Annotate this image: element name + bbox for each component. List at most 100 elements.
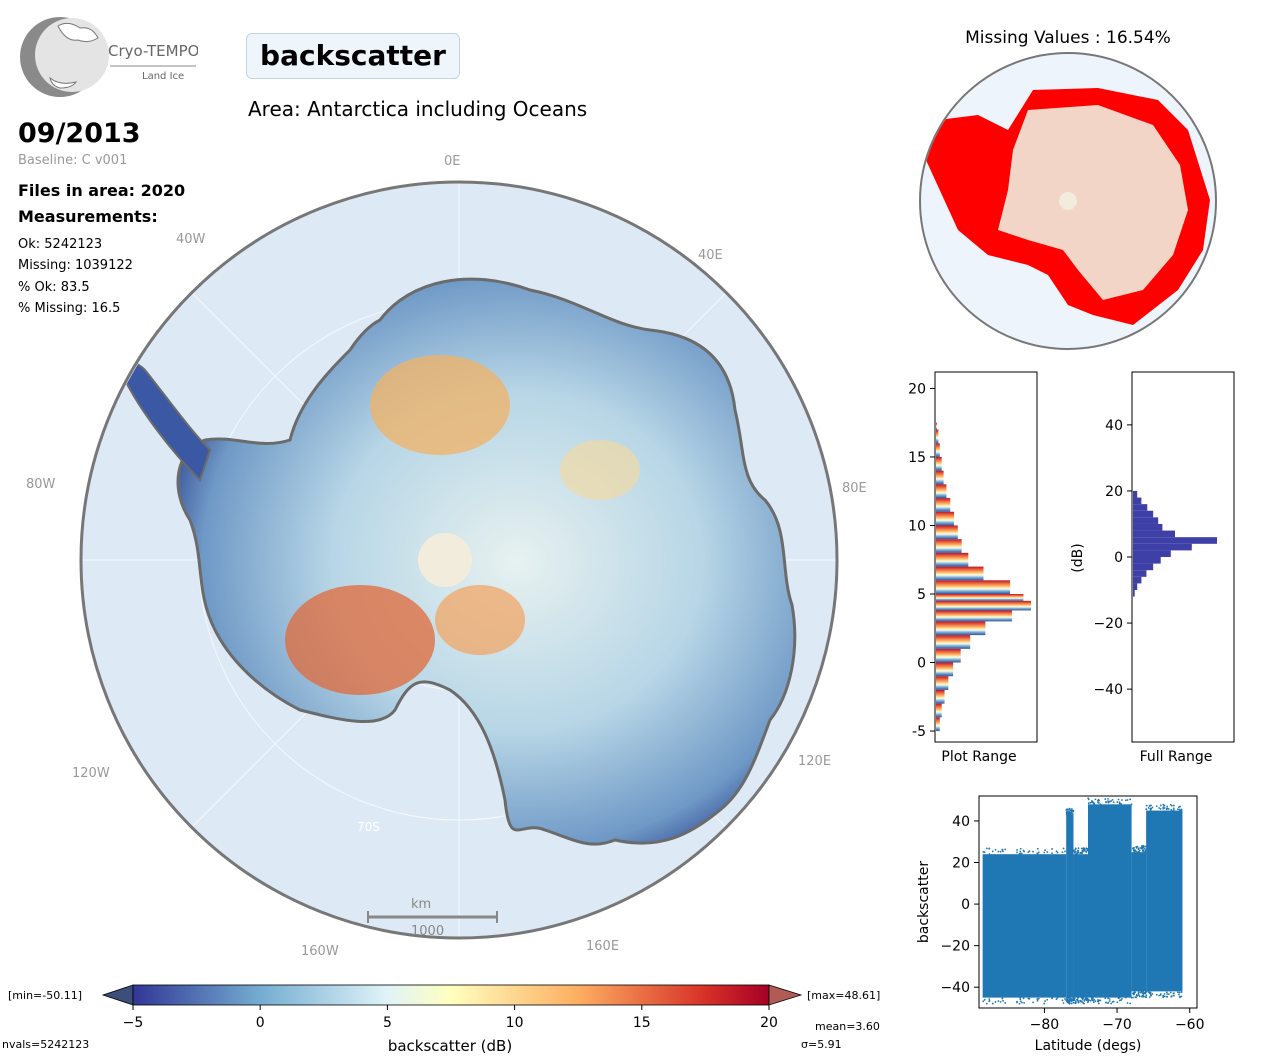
logo-title: Cryo-TEMPO (108, 42, 198, 60)
scatter-point (1148, 996, 1151, 999)
scatter-point (1133, 991, 1136, 994)
full-range-bar (1133, 590, 1135, 597)
lon-label-120e: 120E (798, 754, 831, 769)
scatter-point (1124, 799, 1127, 802)
scatter-point (982, 851, 985, 853)
scatter-point-cloud (982, 854, 1067, 998)
colorbar-nvals: nvals=5242123 (2, 1038, 89, 1051)
scatter-point (1080, 1000, 1083, 1003)
scatter-point (1124, 996, 1127, 999)
scatter-point (1107, 800, 1109, 802)
scatter-point (1163, 993, 1166, 995)
scatter-point (994, 1001, 997, 1003)
lon-label-80e: 80E (842, 481, 867, 496)
scatter-point (1107, 798, 1109, 800)
scatter-point (1121, 799, 1123, 801)
full-range-bar (1133, 563, 1154, 571)
stat-missing: Missing: 1039122 (18, 258, 133, 273)
scatter-point (1094, 1000, 1097, 1003)
scatter-point-cloud (1146, 810, 1183, 992)
scatter-point (1055, 850, 1058, 853)
scatter-point (1082, 1002, 1085, 1004)
plot-range-tick-label: 15 (908, 450, 926, 466)
plot-range-bar (936, 511, 955, 526)
full-range-tick-label: −20 (1093, 616, 1123, 632)
scatter-point (1180, 808, 1183, 811)
scatter-point (1162, 995, 1165, 997)
scatter-point (1016, 1000, 1018, 1003)
colorbar-min-extend (101, 984, 134, 1006)
scatter-point (1137, 992, 1140, 995)
scatter-point (1170, 804, 1173, 807)
scatter-point (1136, 994, 1139, 997)
scatter-point (1142, 846, 1145, 848)
plot-range-bar (936, 594, 1024, 601)
scatter-point (1081, 998, 1084, 1001)
scatter-point (1126, 1002, 1129, 1004)
scatter-point (1179, 805, 1181, 808)
scatter-point (1108, 1000, 1111, 1002)
scatter-point (1083, 999, 1086, 1002)
full-range-bar (1133, 543, 1192, 551)
scatter-point (1172, 809, 1175, 811)
scatter-point (1148, 804, 1151, 807)
full-range-bar (1133, 504, 1148, 511)
main-map: 0E 40E 80E 120E 160E 160W 120W 80W 40W 7… (26, 154, 867, 959)
scatter-point (1018, 1002, 1021, 1005)
baseline-label: Baseline: C v001 (18, 153, 128, 168)
scatter-point (1162, 803, 1165, 806)
full-range-tick-label: 20 (1105, 484, 1123, 500)
colorbar-tick-label: 10 (506, 1015, 524, 1031)
scatter-point (1019, 1000, 1022, 1003)
scatter-point (1085, 851, 1088, 853)
scatter-point (1043, 1002, 1046, 1005)
scatter-point (1019, 847, 1022, 850)
scatter-point (1150, 994, 1153, 997)
scatter-point (1159, 804, 1162, 807)
plot-range-bar (936, 689, 945, 704)
scatter-point (999, 850, 1002, 853)
scatter-point (1136, 845, 1139, 848)
scatter-point (1046, 851, 1049, 853)
full-range-tick-label: −40 (1093, 682, 1123, 698)
scatter-point (1074, 1001, 1077, 1004)
scatter-point (1172, 804, 1175, 807)
scatter-point (985, 847, 988, 850)
scatter-point (1167, 993, 1170, 996)
plot-range-bar (936, 498, 951, 512)
date-label: 09/2013 (18, 118, 141, 149)
scatter-point (983, 998, 986, 1001)
plot-range-histogram: -5 0 5 10 15 20 Plot Range (908, 371, 1038, 765)
scatter-point (1111, 799, 1114, 801)
scatter-point (1056, 996, 1059, 999)
scatter-point (1072, 849, 1075, 852)
scatter-point (1032, 1001, 1034, 1004)
scatter-point (1116, 1001, 1119, 1004)
scatter-point (1112, 801, 1115, 804)
colorbar-tick-label: 20 (760, 1015, 778, 1031)
scatter-point (1138, 994, 1140, 997)
full-range-histogram: −40 −20 0 20 40 (dB) Full Range (1070, 371, 1235, 765)
scatter-point (1067, 999, 1069, 1002)
scatter-point (1097, 1002, 1100, 1005)
colorbar-gradient (132, 984, 770, 1006)
scatter-point (1140, 845, 1143, 847)
scatter-point (1158, 994, 1160, 997)
scatter-point (1022, 997, 1025, 1000)
scatter-point (1087, 797, 1090, 800)
scatter-point (1133, 850, 1136, 853)
plot-range-bar (936, 539, 962, 553)
scatter-point (1150, 807, 1153, 810)
scatter-point (1158, 807, 1160, 809)
stat-pct-ok: % Ok: 83.5 (18, 280, 90, 295)
scatter-point (1179, 995, 1181, 998)
scatter-point (1089, 801, 1092, 804)
scatter-point (1105, 1001, 1107, 1004)
scatter-point (1092, 801, 1095, 804)
scatter-point (1001, 848, 1004, 851)
scatter-y-tick-label: 0 (961, 897, 970, 913)
scatter-point (1077, 847, 1080, 850)
colorbar-label: backscatter (dB) (388, 1037, 512, 1055)
scatter-point (1082, 847, 1085, 850)
scatter-point (1068, 1002, 1071, 1005)
